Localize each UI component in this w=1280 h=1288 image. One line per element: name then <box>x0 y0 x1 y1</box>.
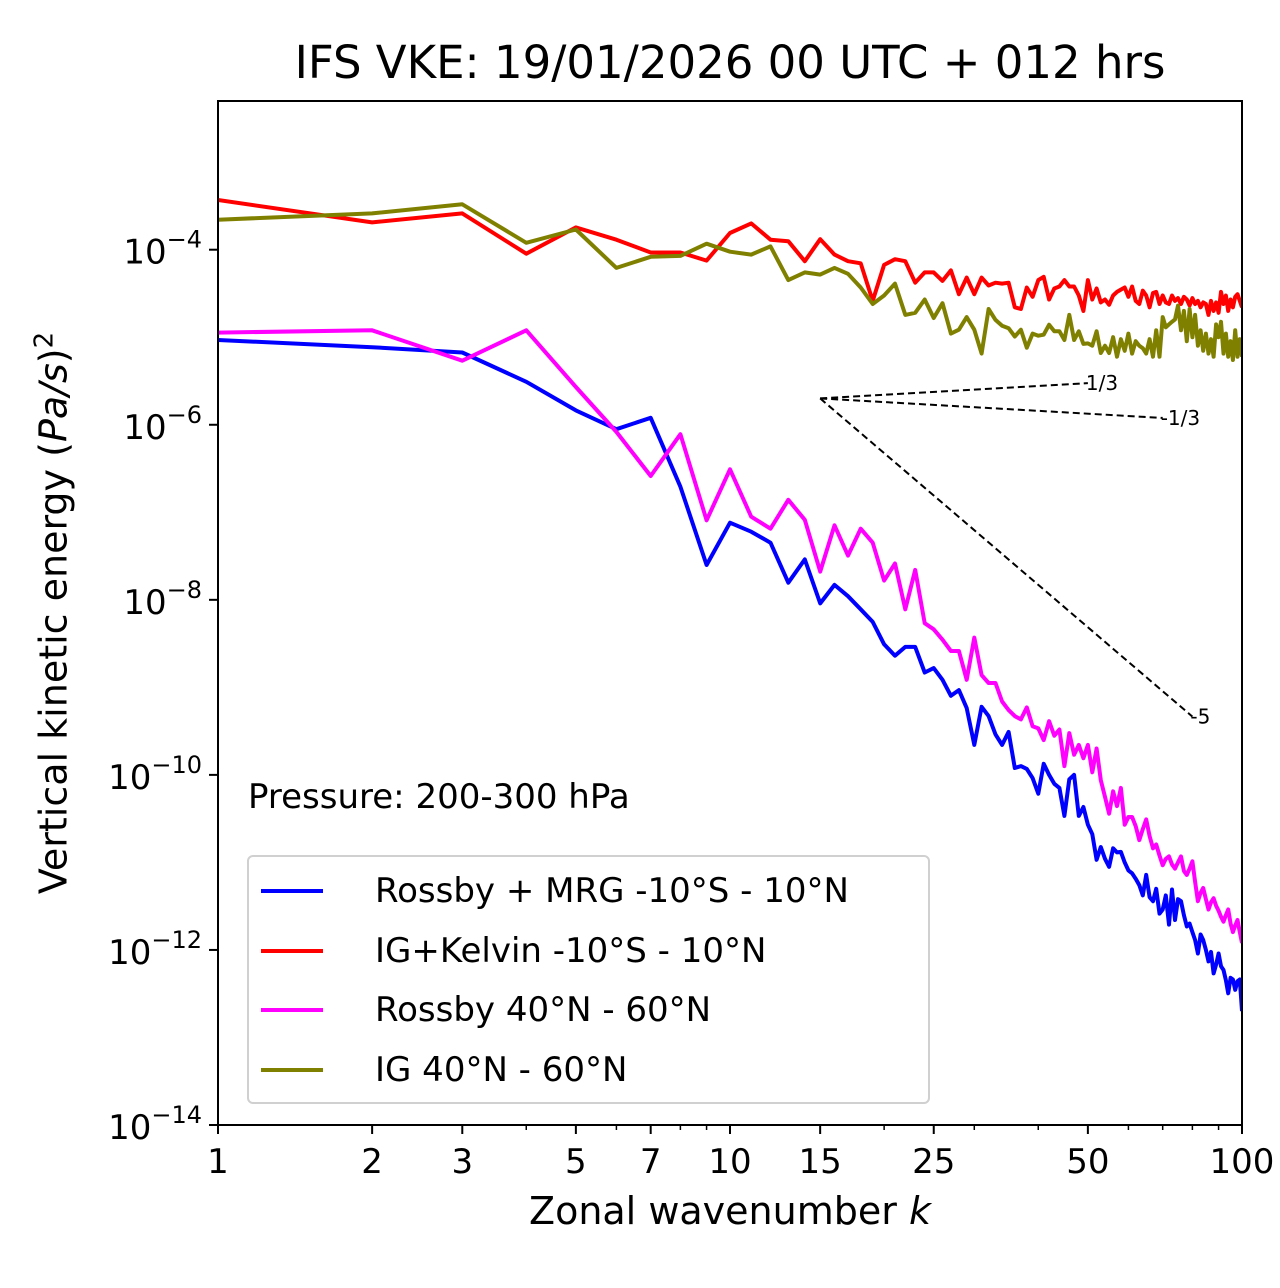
y-tick-label: 10−4 <box>123 226 202 273</box>
x-tick-label: 10 <box>708 1142 751 1182</box>
legend-line <box>261 949 323 953</box>
legend-label: IG 40°N - 60°N <box>375 1050 628 1090</box>
reference-slope-line <box>820 382 1088 400</box>
reference-slope-line <box>820 397 1163 419</box>
reference-slope-layer: 1/3 -1/3 -5 <box>819 371 1210 729</box>
x-tick-label: 100 <box>1210 1142 1275 1182</box>
legend-item: IG 40°N - 60°N <box>261 1050 627 1090</box>
legend-label: Rossby + MRG -10°S - 10°N <box>375 871 849 911</box>
y-axis-label-unit: Pa/s <box>31 363 76 443</box>
x-tick-label: 5 <box>565 1142 587 1182</box>
series-layer <box>218 198 1242 1012</box>
reference-slope-label: 1/3 <box>1086 371 1118 395</box>
legend-line <box>261 1068 323 1072</box>
x-tick-label: 25 <box>912 1142 955 1182</box>
x-tick-label: 7 <box>640 1142 662 1182</box>
x-tick-label: 1 <box>207 1142 229 1182</box>
series-line-1 <box>218 198 1242 317</box>
x-tick-label: 15 <box>799 1142 842 1182</box>
x-axis-label: Zonal wavenumber k <box>218 1192 1242 1230</box>
x-axis-ticks: 1 2 3 5 7 10 15 25 50 100 <box>207 1125 1274 1182</box>
y-axis-ticks: 10−14 10−12 10−10 10−8 10−6 10−4 <box>108 226 218 1148</box>
x-axis-label-var: k <box>908 1189 931 1233</box>
legend-label: IG+Kelvin -10°S - 10°N <box>375 931 767 971</box>
reference-slope-label: -5 <box>1190 705 1210 729</box>
y-axis-label: Vertical kinetic energy (Pa/s)2 <box>29 331 76 895</box>
y-tick-label: 10−12 <box>108 926 202 973</box>
series-line-3 <box>218 202 1242 362</box>
series-line-2 <box>218 328 1242 944</box>
y-axis-label-main: Vertical kinetic energy ( <box>31 442 76 895</box>
y-tick-label: 10−14 <box>108 1101 202 1148</box>
pressure-annotation: Pressure: 200-300 hPa <box>248 777 630 817</box>
y-tick-label: 10−8 <box>123 576 202 623</box>
x-axis-label-main: Zonal wavenumber <box>529 1189 909 1233</box>
legend-item: IG+Kelvin -10°S - 10°N <box>261 931 766 971</box>
legend: Rossby + MRG -10°S - 10°N IG+Kelvin -10°… <box>247 855 930 1104</box>
series-line-0 <box>218 338 1242 1012</box>
y-axis-label-tail: ) <box>31 348 76 364</box>
y-tick-label: 10−6 <box>123 401 202 448</box>
chart-title: IFS VKE: 19/01/2026 00 UTC + 012 hrs <box>294 36 1166 89</box>
x-tick-label: 3 <box>451 1142 473 1182</box>
reference-slope-line <box>819 397 1194 718</box>
legend-label: Rossby 40°N - 60°N <box>375 990 712 1030</box>
legend-line <box>261 1008 323 1012</box>
y-axis-label-sup: 2 <box>29 331 60 349</box>
legend-item: Rossby 40°N - 60°N <box>261 990 711 1030</box>
legend-line <box>261 889 323 893</box>
x-tick-label: 50 <box>1066 1142 1109 1182</box>
legend-item: Rossby + MRG -10°S - 10°N <box>261 871 849 911</box>
y-tick-label: 10−10 <box>108 751 202 798</box>
reference-slope-label: -1/3 <box>1161 406 1200 430</box>
x-tick-label: 2 <box>361 1142 383 1182</box>
